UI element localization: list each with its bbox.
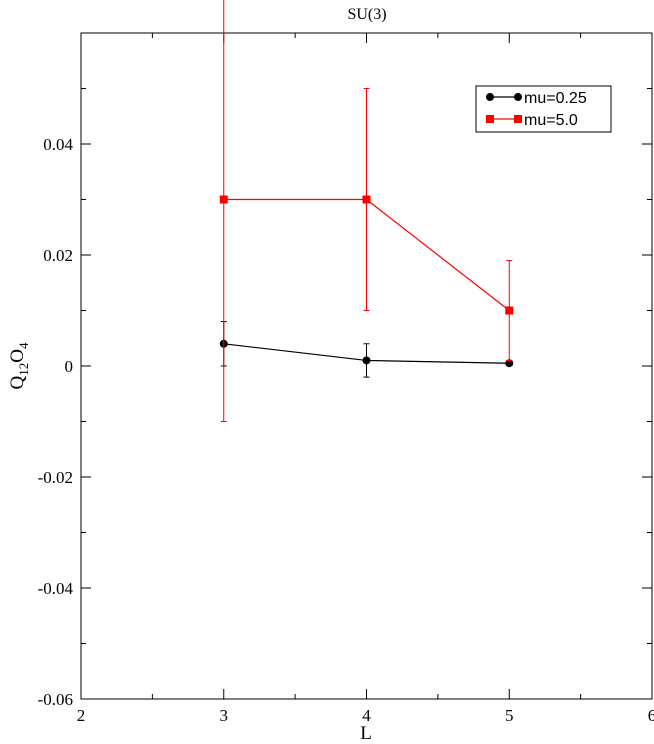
y-tick-label-1: -0.04 [38,579,74,598]
y-axis-label-mid: O [7,349,28,363]
legend-label-0: mu=0.25 [524,90,587,107]
legend: mu=0.25 mu=5.0 [475,85,612,133]
y-axis-label-sub1: 12 [16,363,31,376]
point-1-0 [219,195,228,204]
x-axis-label: L [360,723,372,744]
point-1-2 [505,306,514,315]
series-0 [219,321,514,378]
y-tick-label-4: 0.02 [43,246,73,265]
x-tick-label-1: 3 [220,706,229,725]
series-layer [219,0,514,422]
point-0-1 [362,356,371,365]
x-tick-label-2: 4 [362,706,371,725]
y-tick-label-3: 0 [65,357,74,376]
y-tick-label-2: -0.02 [38,468,73,487]
x-tick-label-3: 5 [505,706,514,725]
legend-box [475,85,612,133]
legend-marker-1 [486,115,494,123]
point-1-1 [362,195,371,204]
y-axis-label-main: Q [7,375,28,389]
x-tick-label-0: 2 [77,706,86,725]
x-tick-label-4: 6 [648,706,654,725]
legend-label-1: mu=5.0 [524,112,578,129]
axis-ticks: 2 3 4 5 6 -0.06 -0.04 -0.02 0 0.02 0.04 [38,33,654,725]
y-tick-label-5: 0.04 [43,135,73,154]
y-tick-label-0: -0.06 [38,690,73,709]
series-1 [219,0,514,422]
legend-marker-0b [514,93,522,101]
y-axis-label: Q12O4 [7,342,31,389]
chart-title: SU(3) [347,6,386,23]
y-axis-label-sub2: 4 [16,342,31,349]
legend-marker-0 [486,93,494,101]
legend-marker-1b [514,115,522,123]
point-0-2 [505,359,514,368]
